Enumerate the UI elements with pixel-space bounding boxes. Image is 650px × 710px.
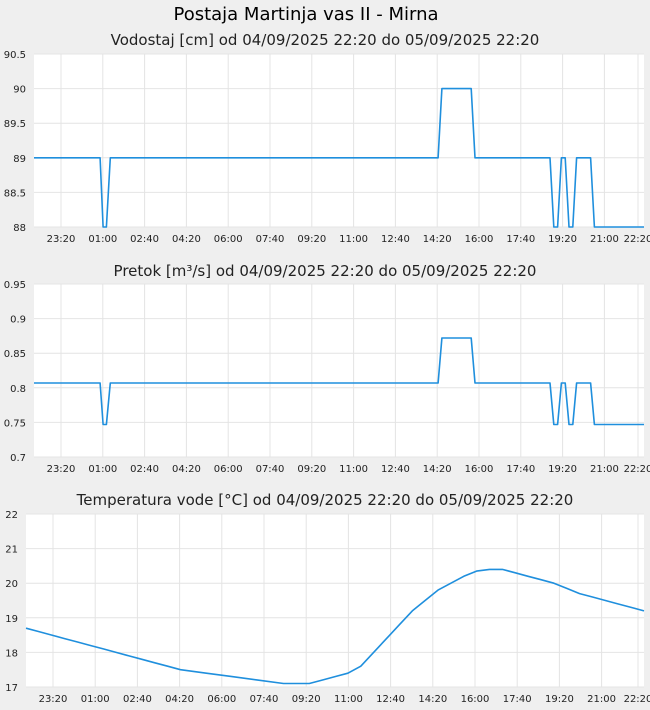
x-tick-label: 11:00 bbox=[339, 234, 368, 245]
chart-title-water-level: Vodostaj [cm] od 04/09/2025 22:20 do 05/… bbox=[110, 31, 540, 49]
x-tick-label: 07:40 bbox=[256, 464, 285, 475]
x-tick-label: 21:00 bbox=[590, 234, 619, 245]
series-line bbox=[25, 568, 645, 685]
y-tick-label: 89.5 bbox=[4, 119, 26, 130]
discharge-chart: 0.7 0.75 0.8 0.85 0.9 0.95 23:20 01:00 02:40 04:2… bbox=[4, 280, 650, 475]
y-tick-label: 21 bbox=[5, 545, 18, 556]
x-tick-label: 04:20 bbox=[172, 234, 201, 245]
x-tick-label: 11:00 bbox=[339, 464, 368, 475]
y-tick-label: 22 bbox=[5, 510, 18, 521]
x-tick-label: 01:00 bbox=[88, 234, 117, 245]
x-tick-label: 22:20 bbox=[624, 464, 650, 475]
plot-area bbox=[26, 514, 644, 687]
x-tick-label: 02:40 bbox=[130, 464, 159, 475]
x-tick-label: 17:40 bbox=[506, 234, 535, 245]
series-line bbox=[34, 337, 644, 426]
x-tick-label: 09:20 bbox=[297, 234, 326, 245]
x-tick-label: 14:20 bbox=[423, 234, 452, 245]
x-tick-label: 14:20 bbox=[423, 464, 452, 475]
page-title: Postaja Martinja vas II - Mirna bbox=[173, 4, 439, 25]
y-tick-label: 88.5 bbox=[4, 188, 26, 199]
chart-title-water-temperature: Temperatura vode [°C] od 04/09/2025 22:2… bbox=[76, 491, 574, 509]
y-tick-label: 20 bbox=[5, 579, 18, 590]
x-tick-label: 12:40 bbox=[376, 694, 405, 705]
x-tick-label: 04:20 bbox=[165, 694, 194, 705]
x-tick-label: 16:00 bbox=[461, 694, 490, 705]
water-level-chart: 88 88.5 89 89.5 90 90.5 23:20 01:00 02:40 04:20 06… bbox=[4, 50, 650, 245]
x-tick-label: 07:40 bbox=[250, 694, 279, 705]
y-tick-label: 90.5 bbox=[4, 50, 26, 61]
y-tick-label: 17 bbox=[5, 683, 18, 694]
x-tick-label: 06:00 bbox=[214, 464, 243, 475]
x-tick-label: 22:20 bbox=[624, 234, 650, 245]
x-tick-label: 17:40 bbox=[503, 694, 532, 705]
x-tick-label: 01:00 bbox=[81, 694, 110, 705]
x-tick-label: 21:00 bbox=[587, 694, 616, 705]
x-tick-label: 23:20 bbox=[39, 694, 68, 705]
y-tick-label: 19 bbox=[5, 614, 18, 625]
x-tick-label: 16:00 bbox=[465, 464, 494, 475]
x-tick-label: 19:20 bbox=[545, 694, 574, 705]
y-tick-label: 18 bbox=[5, 648, 18, 659]
x-tick-label: 12:40 bbox=[381, 234, 410, 245]
chart-title-discharge: Pretok [m³/s] od 04/09/2025 22:20 do 05/… bbox=[113, 262, 537, 280]
x-tick-label: 21:00 bbox=[590, 464, 619, 475]
x-tick-label: 09:20 bbox=[292, 694, 321, 705]
y-tick-label: 0.95 bbox=[4, 280, 26, 291]
x-tick-label: 09:20 bbox=[297, 464, 326, 475]
series-line bbox=[34, 87, 644, 228]
x-tick-label: 17:40 bbox=[506, 464, 535, 475]
y-tick-label: 0.9 bbox=[10, 315, 26, 326]
x-tick-label: 02:40 bbox=[123, 694, 152, 705]
x-tick-label: 23:20 bbox=[47, 464, 76, 475]
x-tick-label: 22:20 bbox=[624, 694, 650, 705]
x-tick-label: 04:20 bbox=[172, 464, 201, 475]
y-tick-label: 0.8 bbox=[10, 384, 26, 395]
x-tick-label: 16:00 bbox=[465, 234, 494, 245]
x-tick-label: 19:20 bbox=[548, 464, 577, 475]
y-tick-label: 0.85 bbox=[4, 349, 26, 360]
y-tick-label: 90 bbox=[13, 85, 26, 96]
x-tick-label: 14:20 bbox=[418, 694, 447, 705]
y-tick-label: 0.75 bbox=[4, 418, 26, 429]
y-tick-label: 0.7 bbox=[10, 453, 26, 464]
x-tick-label: 07:40 bbox=[256, 234, 285, 245]
y-tick-label: 89 bbox=[13, 154, 26, 165]
x-tick-label: 12:40 bbox=[381, 464, 410, 475]
x-tick-label: 23:20 bbox=[47, 234, 76, 245]
plot-area bbox=[34, 54, 644, 227]
plot-area bbox=[34, 284, 644, 457]
x-tick-label: 06:00 bbox=[207, 694, 236, 705]
x-tick-label: 01:00 bbox=[88, 464, 117, 475]
x-tick-label: 19:20 bbox=[548, 234, 577, 245]
x-tick-label: 06:00 bbox=[214, 234, 243, 245]
y-tick-label: 88 bbox=[13, 223, 26, 234]
x-tick-label: 11:00 bbox=[334, 694, 363, 705]
x-tick-label: 02:40 bbox=[130, 234, 159, 245]
